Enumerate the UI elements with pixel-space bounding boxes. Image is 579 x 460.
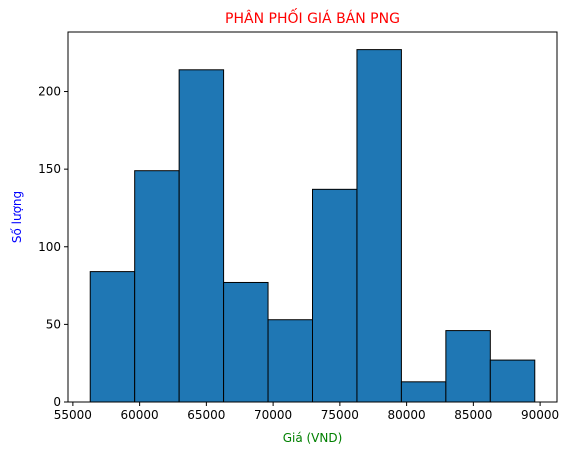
x-tick-label: 55000 [54,408,92,422]
histogram-bar [445,330,491,403]
histogram-bar [312,188,358,403]
y-tick-label: 200 [38,85,61,99]
x-axis-ticks: 55000 60000 65000 70000 75000 80000 85000 90000 [54,402,559,422]
x-tick-label: 90000 [521,408,559,422]
x-tick-label: 60000 [121,408,159,422]
x-axis-label: Giá (VND) [283,431,343,445]
histogram-bar [89,271,136,403]
histogram-bar [134,170,180,403]
x-tick-label: 85000 [454,408,492,422]
y-tick-label: 0 [53,395,61,409]
histogram-bar [356,49,402,403]
histogram-bar [267,319,313,403]
x-tick-label: 75000 [321,408,359,422]
y-tick-label: 50 [46,317,61,331]
chart-title: PHÂN PHỐI GIÁ BÁN PNG [225,8,400,27]
histogram-bar [178,69,225,403]
histogram-bar [489,359,536,403]
y-tick-label: 150 [38,162,61,176]
bars-layer [89,49,536,403]
plot-frame [67,31,558,403]
x-tick-label: 70000 [254,408,292,422]
y-axis-label: Số lượng [10,191,24,243]
y-tick-label: 100 [38,240,61,254]
y-axis-ticks: 0 50 100 150 200 [38,85,68,409]
x-tick-label: 80000 [388,408,426,422]
histogram-bar [400,381,447,403]
x-tick-label: 65000 [187,408,225,422]
histogram-bar [223,281,269,403]
